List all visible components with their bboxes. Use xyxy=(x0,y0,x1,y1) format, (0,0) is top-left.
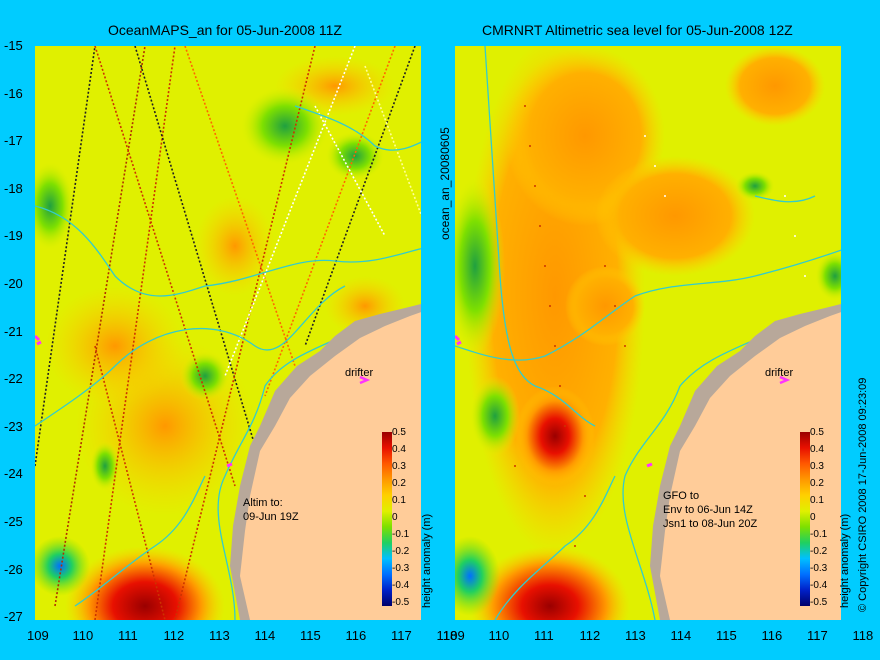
colorbar-tick-label: -0.4 xyxy=(810,580,828,591)
y-tick-label: -15 xyxy=(4,38,23,53)
y-tick-label: -19 xyxy=(4,228,23,244)
y-tick-label: -20 xyxy=(4,276,23,291)
right-colorbar xyxy=(800,432,810,606)
colorbar-tick-label: -0.3 xyxy=(392,563,410,574)
x-tick-label: 113 xyxy=(209,628,230,643)
y-tick-label: -18 xyxy=(4,180,23,196)
drifter-arrow-icon xyxy=(359,375,371,385)
colorbar-tick-label: 0 xyxy=(392,512,398,523)
x-tick-label: 112 xyxy=(163,628,185,643)
x-tick-label: 116 xyxy=(345,628,367,643)
x-tick-label: 110 xyxy=(72,628,94,643)
y-tick-label: -17 xyxy=(4,133,23,149)
colorbar-tick-label: 0.4 xyxy=(392,444,406,455)
colorbar-tick-label: -0.2 xyxy=(810,546,828,557)
y-tick-label: -26 xyxy=(4,561,23,577)
colorbar-tick-label: -0.3 xyxy=(810,563,828,574)
colorbar-tick-label: 0.3 xyxy=(392,461,406,472)
colorbar-tick-label: 0.1 xyxy=(392,495,406,506)
colorbar-tick-label: 0.3 xyxy=(810,461,824,472)
x-tick-label: 113 xyxy=(625,628,646,643)
right-note-line-3: Jsn1 to 08-Jun 20Z xyxy=(663,518,758,530)
left-sea-level-map xyxy=(35,46,421,620)
x-tick-label: 111 xyxy=(118,628,138,643)
x-tick-label: 118 xyxy=(436,628,458,643)
left-panel-title: OceanMAPS_an for 05-Jun-2008 11Z xyxy=(108,22,342,38)
x-tick-label: 117 xyxy=(807,628,828,643)
left-note-line-1: Altim to: xyxy=(243,497,283,509)
copyright-label: © Copyright CSIRO 2008 17-Jun-2008 09:23… xyxy=(857,377,869,612)
x-tick-label: 112 xyxy=(579,628,601,643)
left-map-panel: drifter Altim to: 09-Jun 19Z xyxy=(35,46,421,620)
y-tick-label: -25 xyxy=(4,514,23,529)
colorbar-tick-label: 0.1 xyxy=(810,495,824,506)
y-tick-label: -24 xyxy=(4,466,23,482)
left-altimetry-note: Altim to: 09-Jun 19Z xyxy=(243,496,299,524)
colorbar-tick-label: 0.5 xyxy=(810,427,824,438)
x-tick-label: 114 xyxy=(254,628,276,643)
right-panel-title: CMRNRT Altimetric sea level for 05-Jun-2… xyxy=(482,22,793,38)
colorbar-tick-label: 0.4 xyxy=(810,444,824,455)
x-tick-label: 117 xyxy=(391,628,412,643)
x-tick-label: 116 xyxy=(761,628,783,643)
left-colorbar-label: height anomaly (m) xyxy=(421,513,433,608)
colorbar-tick-label: 0.2 xyxy=(810,478,824,489)
colorbar-tick-label: -0.1 xyxy=(392,529,410,540)
colorbar-tick-label: -0.5 xyxy=(392,597,410,608)
analysis-file-label: ocean_an_20080605 xyxy=(438,127,452,240)
right-drifter-label: drifter xyxy=(765,367,794,379)
x-tick-label: 115 xyxy=(716,628,737,643)
colorbar-tick-label: -0.1 xyxy=(810,529,828,540)
right-sea-level-map xyxy=(455,46,841,620)
drifter-arrow-icon xyxy=(779,375,791,385)
y-tick-label: -27 xyxy=(4,609,23,625)
x-tick-label: 115 xyxy=(300,628,321,643)
right-note-line-2: Env to 06-Jun 14Z xyxy=(663,504,753,516)
right-altimetry-note: GFO to Env to 06-Jun 14Z Jsn1 to 08-Jun … xyxy=(663,489,757,531)
y-tick-label: -16 xyxy=(4,85,23,101)
land-mass xyxy=(240,312,421,620)
left-colorbar xyxy=(382,432,392,606)
y-tick-label: -21 xyxy=(4,323,23,339)
colorbar-tick-label: 0 xyxy=(810,512,816,523)
y-tick-label: -22 xyxy=(4,371,23,387)
right-map-panel: drifter GFO to Env to 06-Jun 14Z Jsn1 to… xyxy=(455,46,841,620)
colorbar-tick-label: -0.5 xyxy=(810,597,828,608)
x-tick-label: 118 xyxy=(852,628,874,643)
colorbar-tick-label: 0.5 xyxy=(392,427,406,438)
colorbar-tick-label: 0.2 xyxy=(392,478,406,489)
right-colorbar-label: height anomaly (m) xyxy=(839,513,851,608)
x-tick-label: 109 xyxy=(443,628,465,643)
land-mass xyxy=(660,312,841,620)
left-note-line-2: 09-Jun 19Z xyxy=(243,511,299,523)
x-tick-label: 110 xyxy=(488,628,510,643)
left-drifter-label: drifter xyxy=(345,367,374,379)
x-tick-label: 111 xyxy=(534,628,554,643)
x-tick-label: 109 xyxy=(27,628,49,643)
x-tick-label: 114 xyxy=(670,628,692,643)
colorbar-tick-label: -0.2 xyxy=(392,546,410,557)
colorbar-tick-label: -0.4 xyxy=(392,580,410,591)
right-note-line-1: GFO to xyxy=(663,490,700,502)
y-tick-label: -23 xyxy=(4,418,23,434)
